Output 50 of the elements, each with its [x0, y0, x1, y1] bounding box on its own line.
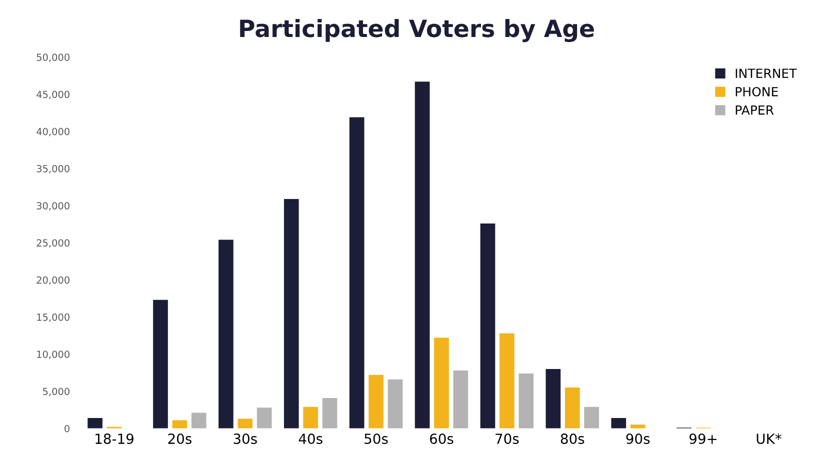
bar	[88, 418, 102, 428]
x-tick-label: 90s	[626, 434, 650, 444]
legend-label: PAPER	[736, 105, 774, 115]
bar	[218, 240, 234, 428]
y-tick-label: 20,000	[36, 276, 70, 285]
x-tick-label: UK*	[756, 434, 782, 444]
chart-title: Participated Voters by Age	[240, 19, 594, 42]
y-tick-label: 30,000	[36, 202, 70, 210]
y-tick-label: 40,000	[36, 128, 70, 136]
x-tick-label: 99+	[690, 434, 716, 444]
bar	[611, 418, 626, 428]
legend-label: PHONE	[736, 86, 778, 96]
x-tick-label: 60s	[430, 434, 454, 444]
y-tick-label: 10,000	[37, 350, 70, 359]
bar	[388, 379, 403, 428]
bar	[630, 424, 646, 428]
y-tick-label: 0	[64, 424, 70, 432]
bar	[322, 398, 338, 428]
bar	[191, 412, 206, 428]
x-tick-label: 30s	[234, 434, 257, 444]
y-tick-label: 50,000	[36, 54, 70, 62]
bar	[284, 198, 299, 428]
y-tick-label: 25,000	[36, 239, 70, 248]
x-tick-label: 18-19	[96, 434, 134, 444]
bar	[434, 338, 449, 428]
x-tick-label: 20s	[168, 434, 192, 444]
bar	[518, 373, 534, 428]
bar	[368, 374, 384, 428]
bar	[349, 117, 364, 428]
bar	[414, 82, 430, 428]
y-tick-label: 15,000	[37, 313, 70, 322]
x-tick-label: 70s	[496, 434, 519, 444]
x-tick-label: 80s	[560, 434, 584, 444]
bar	[238, 418, 253, 428]
y-tick-label: 45,000	[36, 90, 70, 100]
bar	[500, 333, 514, 428]
bar	[172, 420, 188, 428]
bar	[256, 408, 272, 428]
legend-label: INTERNET	[736, 68, 797, 78]
bar	[564, 388, 580, 428]
bar	[153, 300, 168, 428]
y-tick-label: 35,000	[36, 164, 70, 174]
x-tick-label: 50s	[364, 434, 388, 444]
bar	[480, 223, 496, 428]
x-tick-label: 40s	[298, 434, 322, 444]
bar	[453, 370, 468, 428]
bar	[303, 406, 318, 428]
bar	[584, 406, 600, 428]
y-tick-label: 5,000	[43, 388, 70, 396]
bar	[546, 368, 561, 428]
